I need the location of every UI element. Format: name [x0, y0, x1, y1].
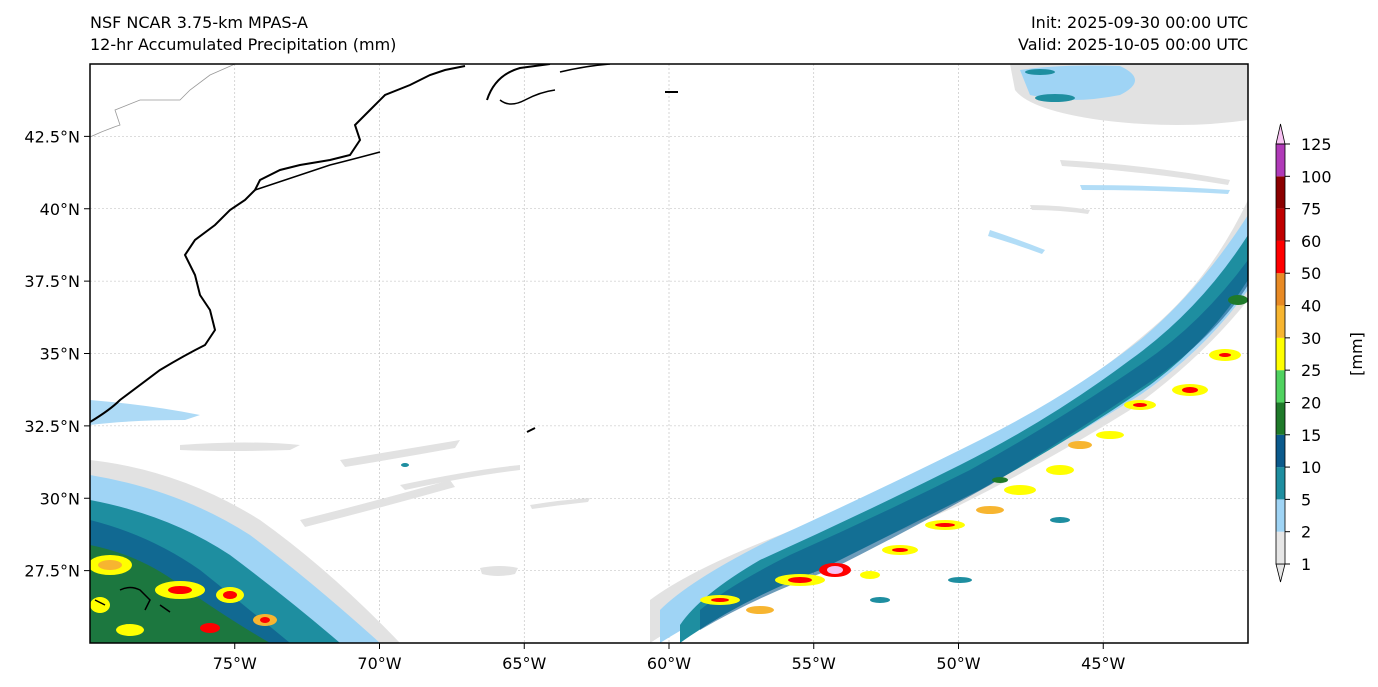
lat-tick-label: 42.5°N: [24, 127, 80, 146]
colorbar-segment: [1276, 531, 1285, 564]
colorbar-frame: [1275, 143, 1286, 565]
title-block-left: NSF NCAR 3.75-km MPAS-A 12-hr Accumulate…: [90, 12, 396, 56]
precip-field-central: [180, 440, 590, 576]
colorbar-tick-label: 50: [1301, 264, 1321, 283]
colorbar-tick-label: 10: [1301, 458, 1321, 477]
colorbar-segment: [1276, 273, 1285, 306]
colorbar-tick-label: 5: [1301, 490, 1311, 509]
colorbar-segment: [1276, 499, 1285, 532]
field-title: 12-hr Accumulated Precipitation (mm): [90, 35, 397, 54]
lat-tick-label: 40°N: [40, 200, 80, 219]
colorbar-segment: [1276, 240, 1285, 274]
lat-tick-label: 35°N: [40, 345, 80, 364]
colorbar-unit-label: [mm]: [1347, 332, 1366, 376]
colorbar-tick-label: 20: [1301, 393, 1321, 412]
colorbar-tick-label: 125: [1301, 135, 1332, 154]
colorbar-tick-label: 30: [1301, 329, 1321, 348]
map-area: [90, 64, 1248, 643]
latitude-axis: 42.5°N 40°N 37.5°N 35°N 32.5°N 30°N 27.5°N: [24, 127, 90, 581]
colorbar-tick-label: 2: [1301, 523, 1311, 542]
lon-tick-label: 60°W: [647, 654, 691, 673]
precip-field-northeast: [988, 64, 1248, 254]
colorbar-extend-low: [1275, 563, 1286, 583]
coastlines: [90, 64, 678, 613]
colorbar-segment: [1276, 370, 1285, 403]
lon-tick-label: 75°W: [213, 654, 257, 673]
colorbar-segment: [1276, 337, 1285, 371]
lon-tick-label: 50°W: [936, 654, 980, 673]
colorbar-segment: [1276, 144, 1285, 177]
lon-tick-label: 70°W: [357, 654, 401, 673]
colorbar-tick-label: 60: [1301, 232, 1321, 251]
colorbar-tick-label: 40: [1301, 297, 1321, 316]
colorbar-tick-label: 100: [1301, 167, 1332, 186]
colorbar-tick-label: 1: [1301, 555, 1311, 574]
model-title: NSF NCAR 3.75-km MPAS-A: [90, 13, 308, 32]
lat-tick-label: 30°N: [40, 489, 80, 508]
lat-tick-label: 32.5°N: [24, 417, 80, 436]
precip-field-southeast-band: [650, 200, 1248, 643]
lat-tick-label: 37.5°N: [24, 272, 80, 291]
longitude-axis: 75°W 70°W 65°W 60°W 55°W 50°W 45°W: [213, 643, 1126, 673]
colorbar-segment: [1276, 176, 1285, 209]
valid-time: Valid: 2025-10-05 00:00 UTC: [1017, 35, 1248, 54]
colorbar-tick-label: 25: [1301, 361, 1321, 380]
colorbar-tick-label: 75: [1301, 200, 1321, 219]
lon-tick-label: 45°W: [1081, 654, 1125, 673]
colorbar-tick-label: 15: [1301, 426, 1321, 445]
init-time: Init: 2025-09-30 00:00 UTC: [1030, 13, 1248, 32]
lat-tick-label: 27.5°N: [24, 562, 80, 581]
lon-tick-label: 65°W: [502, 654, 546, 673]
colorbar-segment: [1276, 305, 1285, 338]
colorbar-segment: [1276, 402, 1285, 435]
colorbar-extend-high: [1275, 123, 1286, 145]
precip-field-southwest: [90, 400, 400, 643]
colorbar-segment: [1276, 467, 1285, 500]
colorbar-segment: [1276, 208, 1285, 241]
convective-cells: [700, 295, 1248, 614]
colorbar-segment: [1276, 434, 1285, 468]
lon-tick-label: 55°W: [792, 654, 836, 673]
title-block-right: Init: 2025-09-30 00:00 UTC Valid: 2025-1…: [1018, 12, 1248, 56]
